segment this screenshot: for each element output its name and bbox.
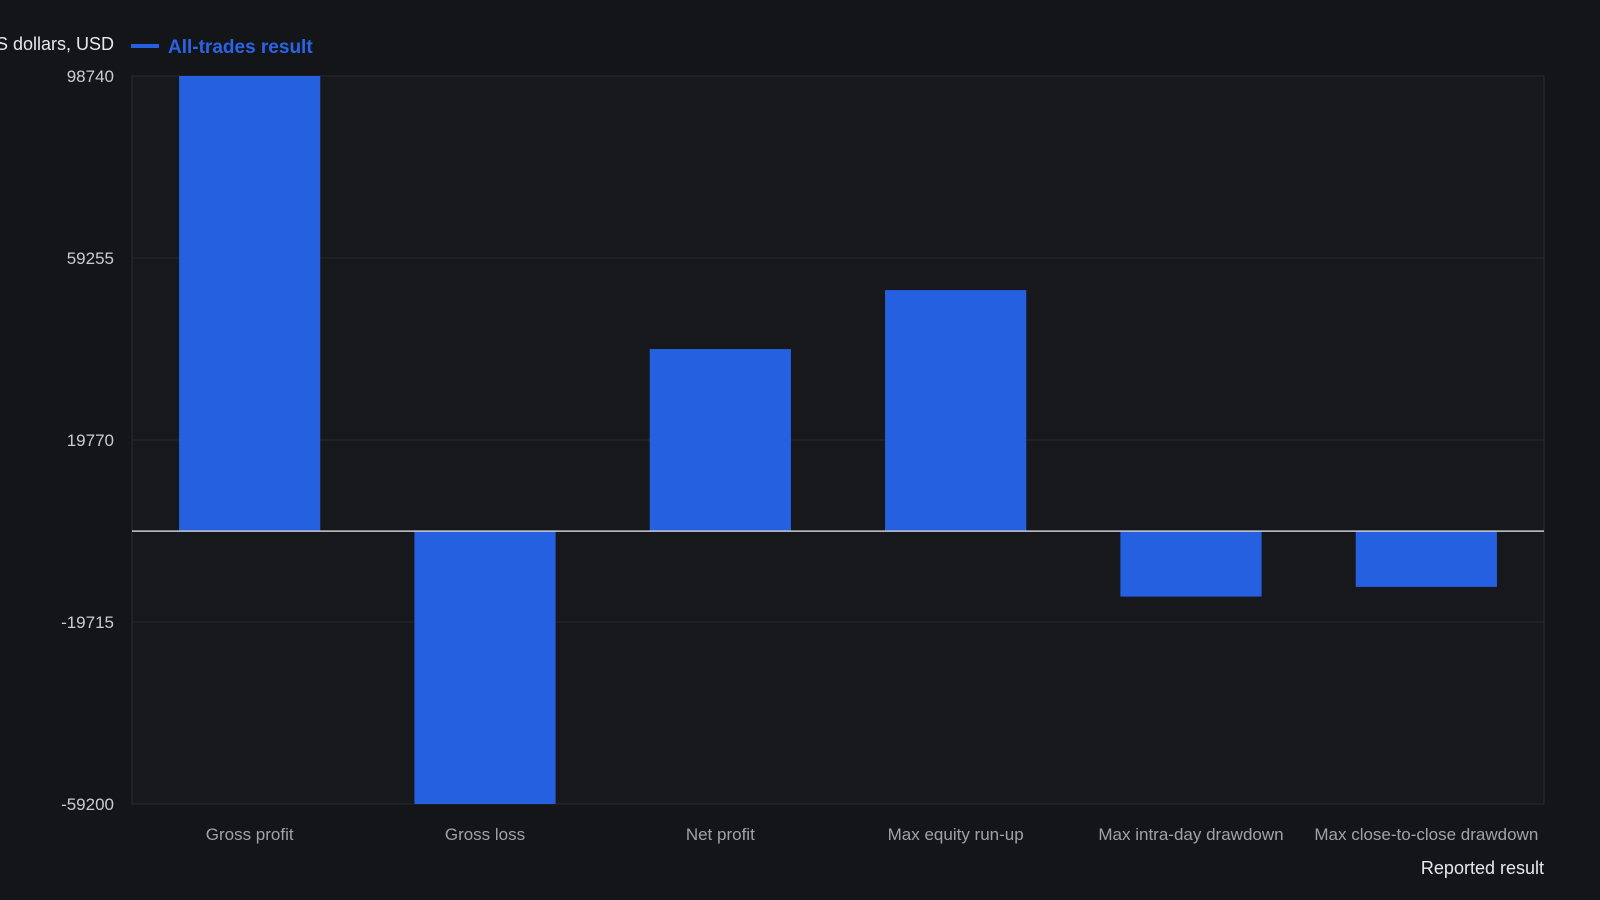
legend: All-trades result: [131, 37, 313, 58]
bar-max-equity-run-up: [885, 290, 1027, 532]
bar-max-close-to-close-drawdown: [1355, 531, 1497, 587]
x-tick-label: Max close-to-close drawdown: [1314, 825, 1538, 844]
x-tick-label: Max equity run-up: [888, 825, 1024, 844]
x-axis-label: Reported result: [1421, 858, 1544, 878]
x-tick-label: Gross loss: [445, 825, 525, 844]
legend-label-all-trades-result: All-trades result: [168, 37, 313, 58]
bar-gross-loss: [414, 531, 556, 804]
x-tick-label: Max intra-day drawdown: [1098, 825, 1283, 844]
y-tick-label: -59200: [61, 795, 114, 814]
x-axis-ticks: Gross profit Gross loss Net profit Max equi…: [206, 825, 1539, 844]
y-tick-label: 19770: [67, 431, 114, 450]
y-tick-label: 98740: [67, 67, 114, 86]
bars: [179, 76, 1497, 804]
x-tick-label: Net profit: [686, 825, 755, 844]
bar-net-profit: [649, 349, 791, 532]
y-tick-label: 59255: [67, 249, 114, 268]
bar-max-intra-day-drawdown: [1120, 531, 1262, 597]
x-tick-label: Gross profit: [206, 825, 294, 844]
bar-gross-profit: [179, 76, 321, 532]
y-tick-label: -19715: [61, 613, 114, 632]
gridlines: [132, 75, 1544, 805]
y-axis-label: US dollars, USD: [0, 34, 114, 54]
y-axis-ticks: 98740 59255 19770 -19715 -59200: [61, 67, 114, 814]
